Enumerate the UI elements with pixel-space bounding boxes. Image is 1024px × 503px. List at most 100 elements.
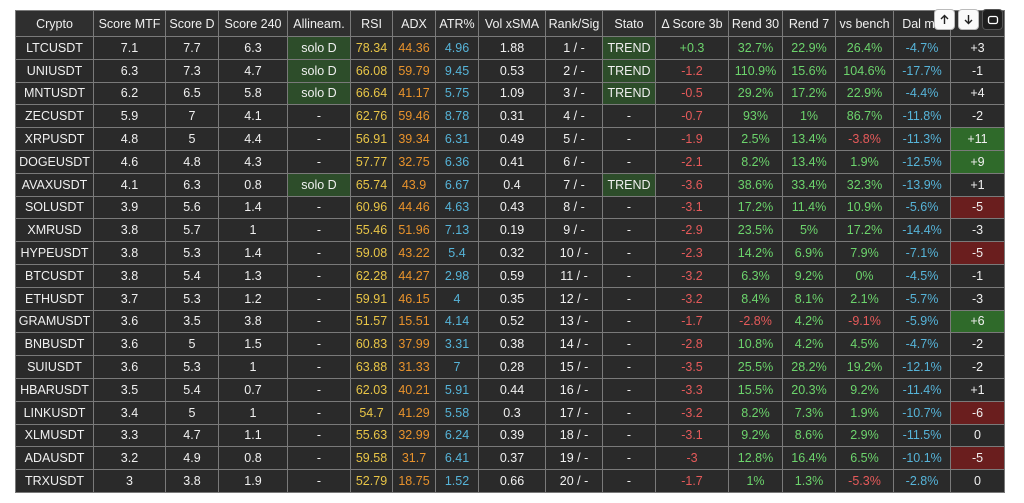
table-row: XMRUSD 3.8 5.7 1-55.46 51.96 7.13 0.19 9 / - - -2… — [15, 218, 1005, 243]
table-cell: - — [287, 218, 351, 243]
table-cell: 7 / - — [545, 172, 603, 197]
table-cell: 62.76 — [350, 104, 393, 129]
table-cell: TREND — [602, 36, 656, 60]
column-header: Δ Score 3b — [655, 10, 729, 37]
table-cell: 32.3% — [835, 172, 894, 197]
table-container: Crypto Score MTF Score D Score 240 Allineam.… — [15, 10, 1005, 493]
table-cell: 8.6% — [782, 423, 836, 448]
table-cell: 7 — [435, 355, 479, 379]
table-cell: 59.46 — [392, 104, 436, 129]
table-cell: 5.4 — [165, 377, 219, 402]
table-cell: 4.4 — [218, 127, 288, 151]
table-cell: 12.8% — [728, 446, 783, 471]
table-cell: 6.3 — [165, 172, 219, 197]
table-cell: 3.8 — [93, 218, 166, 243]
table-cell: 0.19 — [478, 218, 546, 243]
table-cell: 5 — [165, 127, 219, 151]
table-cell: - — [287, 332, 351, 357]
table-cell: 4.8 — [165, 149, 219, 174]
table-cell: 6.31 — [435, 127, 479, 151]
table-cell: -1 — [950, 263, 1005, 288]
column-header: RSI — [350, 10, 393, 37]
table-cell: -14.4% — [893, 218, 951, 243]
table-cell: 0.8 — [218, 446, 288, 471]
table-cell: 5% — [782, 218, 836, 243]
table-cell: 59.79 — [392, 58, 436, 83]
column-header: ATR% — [435, 10, 479, 37]
table-cell: -3.2 — [655, 286, 729, 311]
table-cell: 44.36 — [392, 36, 436, 60]
table-cell: 2.5% — [728, 127, 783, 151]
table-cell: 110.9% — [728, 58, 783, 83]
table-cell: 0.52 — [478, 309, 546, 334]
table-cell: 93% — [728, 104, 783, 129]
table-cell: XRPUSDT — [15, 127, 94, 151]
table-cell: +6 — [950, 309, 1005, 334]
table-cell: 6.3 — [93, 58, 166, 83]
table-cell: -4.4% — [893, 81, 951, 106]
table-cell: 6.9% — [782, 241, 836, 265]
table-cell: 5.3 — [165, 286, 219, 311]
table-cell: 0.53 — [478, 58, 546, 83]
table-cell: 43.22 — [392, 241, 436, 265]
table-cell: -3.3 — [655, 377, 729, 402]
sort-down-button[interactable] — [958, 9, 979, 30]
table-cell: 8.2% — [728, 149, 783, 174]
table-row: BTCUSDT 3.8 5.4 1.3-62.28 44.27 2.98 0.59 11 / … — [15, 263, 1005, 288]
table-row: SUIUSDT 3.6 5.3 1-63.88 31.33 7 0.28 15 / - - -3.… — [15, 355, 1005, 379]
table-cell: - — [287, 241, 351, 265]
table-cell: 31.33 — [392, 355, 436, 379]
table-cell: 3.6 — [93, 332, 166, 357]
table-cell: 22.9% — [782, 36, 836, 60]
column-header: vs bench — [835, 10, 894, 37]
table-cell: 28.2% — [782, 355, 836, 379]
table-cell: 3.8 — [165, 469, 219, 493]
table-cell: - — [287, 286, 351, 311]
expand-button[interactable] — [982, 9, 1003, 30]
table-cell: 3.6 — [93, 309, 166, 334]
table-cell: SOLUSDT — [15, 195, 94, 220]
table-cell: -17.7% — [893, 58, 951, 83]
table-cell: 4 / - — [545, 104, 603, 129]
table-cell: 13.4% — [782, 127, 836, 151]
table-row: SOLUSDT 3.9 5.6 1.4-60.96 44.46 4.63 0.43 8 / -… — [15, 195, 1005, 220]
table-cell: 51.96 — [392, 218, 436, 243]
table-cell: 1.52 — [435, 469, 479, 493]
table-cell: 86.7% — [835, 104, 894, 129]
table-cell: +11 — [950, 127, 1005, 151]
table-cell: 4.1 — [218, 104, 288, 129]
table-cell: 1.5 — [218, 332, 288, 357]
column-header: Rend 7 — [782, 10, 836, 37]
table-cell: 16 / - — [545, 377, 603, 402]
table-cell: -2.3 — [655, 241, 729, 265]
table-cell: -2.8% — [728, 309, 783, 334]
table-cell: 1.4 — [218, 241, 288, 265]
table-cell: - — [287, 195, 351, 220]
table-cell: 18 / - — [545, 423, 603, 448]
table-cell: 7.1 — [93, 36, 166, 60]
table-cell: 5.3 — [165, 241, 219, 265]
table-row: BNBUSDT 3.6 5 1.5-60.83 37.99 3.31 0.38 14 / --… — [15, 332, 1005, 357]
table-cell: 9.2% — [835, 377, 894, 402]
table-cell: 12 / - — [545, 286, 603, 311]
column-header: Score 240 — [218, 10, 288, 37]
table-cell: 0.35 — [478, 286, 546, 311]
table-cell: 0.8 — [218, 172, 288, 197]
table-row: ZECUSDT 5.9 7 4.1-62.76 59.46 8.78 0.31 4 / ---… — [15, 104, 1005, 129]
table-cell: 4.96 — [435, 36, 479, 60]
table-cell: 0.44 — [478, 377, 546, 402]
sort-up-button[interactable] — [934, 9, 955, 30]
table-cell: HYPEUSDT — [15, 241, 94, 265]
table-cell: 1.88 — [478, 36, 546, 60]
table-cell: TREND — [602, 172, 656, 197]
table-cell: 6.36 — [435, 149, 479, 174]
table-cell: 62.28 — [350, 263, 393, 288]
table-cell: -1.2 — [655, 58, 729, 83]
table-cell: 17.2% — [782, 81, 836, 106]
table-cell: -2.8% — [893, 469, 951, 493]
table-cell: - — [602, 149, 656, 174]
table-cell: 9.45 — [435, 58, 479, 83]
table-cell: 4.63 — [435, 195, 479, 220]
table-cell: 4.6 — [93, 149, 166, 174]
table-cell: 1.9% — [835, 400, 894, 425]
